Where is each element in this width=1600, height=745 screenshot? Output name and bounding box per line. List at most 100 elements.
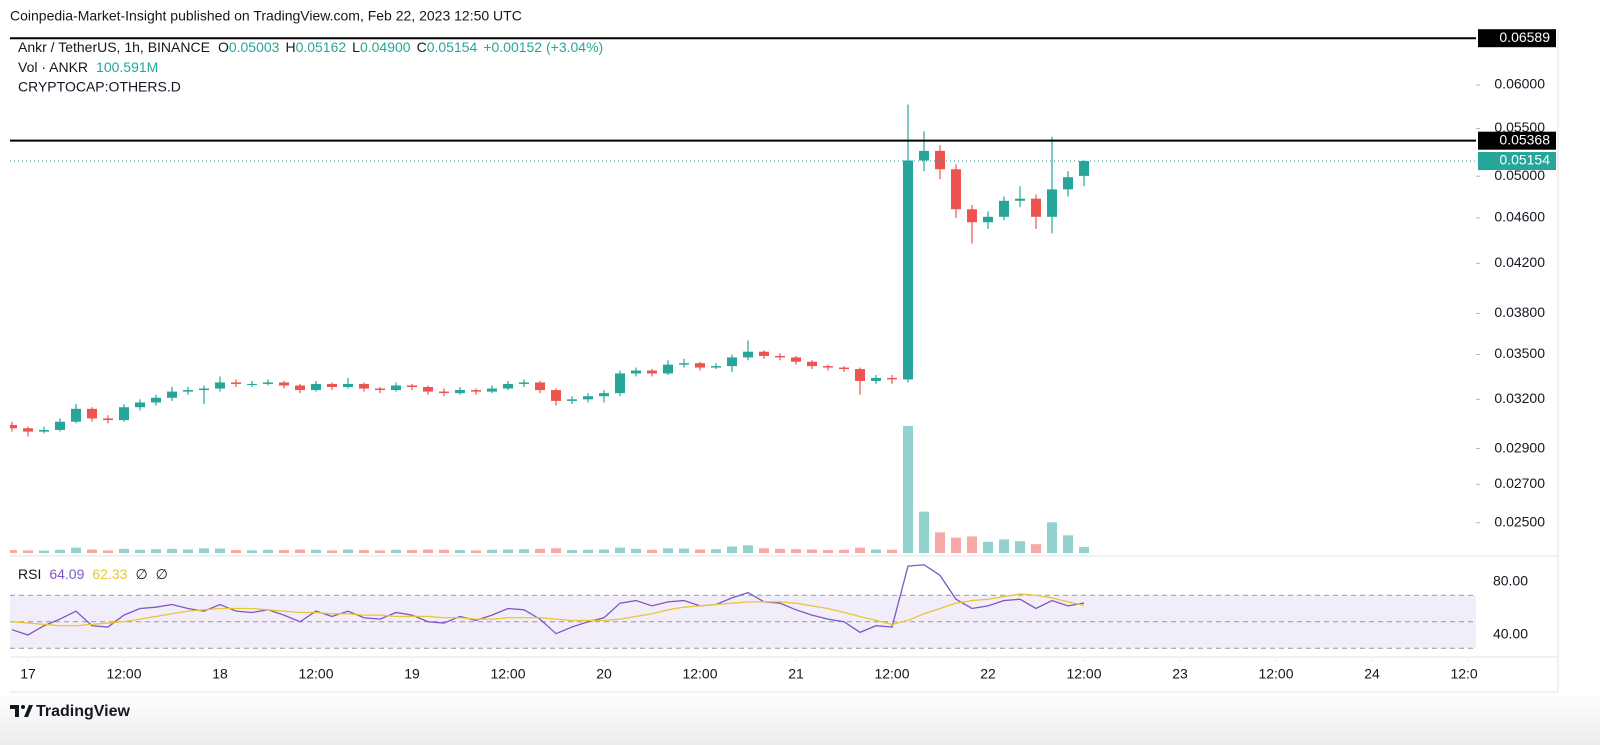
candle-body (311, 383, 321, 391)
legend-line: Vol · ANKR 100.591M (18, 59, 158, 75)
candle-body (1063, 177, 1073, 190)
volume-bar (1015, 541, 1025, 553)
candle-body (583, 396, 593, 400)
overlay-symbol: CRYPTOCAP:OTHERS.D (18, 79, 181, 95)
volume-bar (247, 550, 257, 553)
candle-body (647, 370, 657, 374)
x-tick-label: 23 (1172, 666, 1188, 682)
volume-bar (1063, 535, 1073, 553)
volume-bar (519, 549, 529, 553)
volume-bar (71, 547, 81, 553)
rsi-value: 64.09 (49, 566, 84, 582)
volume-bar (647, 549, 657, 553)
price-label-box (1478, 131, 1556, 150)
volume-bar (727, 546, 737, 553)
candle-body (535, 382, 545, 391)
candle-body (551, 390, 561, 401)
x-tick-label: 12:00 (490, 666, 525, 682)
y-tick-label: 0.03200 (1494, 390, 1545, 406)
change: +0.00152 (+3.04%) (483, 39, 603, 55)
candle-body (823, 366, 833, 368)
volume-bar (599, 549, 609, 553)
y-tick-label: 0.02700 (1494, 475, 1545, 491)
ohlc-key: O (218, 39, 229, 55)
volume-bar (359, 550, 369, 553)
volume-bar (775, 548, 785, 553)
candle-body (23, 428, 33, 432)
candle-body (135, 402, 145, 408)
volume-bar (199, 548, 209, 553)
rsi-legend: RSI 64.09 62.33 ∅ ∅ (18, 566, 168, 582)
y-tick-label: 0.05500 (1494, 119, 1545, 135)
x-tick-label: 12:00 (1258, 666, 1293, 682)
volume-bar (983, 541, 993, 553)
volume-bar (951, 537, 961, 553)
candle-body (903, 160, 913, 380)
y-tick-label: 0.04600 (1494, 209, 1545, 225)
volume-bar (887, 549, 897, 553)
rsi-extra: ∅ (156, 566, 168, 582)
tv-logo (10, 705, 33, 717)
candle-body (455, 390, 465, 394)
volume-bar (999, 539, 1009, 553)
candle-body (55, 421, 65, 430)
volume-bar (343, 549, 353, 553)
candle-body (1031, 198, 1041, 217)
x-tick-label: 20 (596, 666, 612, 682)
x-tick-label: 12:00 (1450, 666, 1485, 682)
volume-bar (935, 532, 945, 553)
volume-bar (1031, 544, 1041, 553)
candle-body (263, 382, 273, 384)
last-price-box (1478, 152, 1556, 171)
volume-bar (135, 549, 145, 553)
rsi-extra: ∅ (135, 566, 147, 582)
volume-bar (711, 549, 721, 553)
candle-body (295, 385, 305, 391)
volume-bar (407, 550, 417, 553)
volume-bar (55, 549, 65, 553)
candle-body (247, 383, 257, 385)
volume-bar (103, 550, 113, 553)
candle-body (423, 386, 433, 392)
candle-body (1079, 161, 1089, 176)
last-price-label: 0.05154 (1499, 152, 1550, 168)
ohlc-value: 0.05162 (296, 39, 347, 55)
candle-body (407, 385, 417, 387)
volume-bar (695, 549, 705, 553)
ohlc-value: 0.05003 (229, 39, 280, 55)
volume-bar (311, 549, 321, 553)
volume-bar (423, 549, 433, 553)
volume-bar (807, 549, 817, 553)
candle-body (791, 357, 801, 362)
candle-body (167, 391, 177, 398)
volume-bar (919, 511, 929, 553)
volume-bar (375, 550, 385, 553)
rsi-line (11, 564, 1085, 636)
rsi-tick-label: 40.00 (1493, 626, 1528, 642)
price-label-box (1478, 29, 1556, 48)
candle-body (199, 388, 209, 391)
ohlc-value: 0.05154 (427, 39, 478, 55)
volume-bar (967, 536, 977, 553)
volume-bar (10, 550, 17, 553)
attribution: Coinpedia-Market-Insight published on Tr… (10, 8, 522, 24)
volume-bar (631, 548, 641, 553)
volume-bar (471, 550, 481, 553)
symbol: Ankr / TetherUS, 1h, BINANCE (18, 39, 210, 55)
price-label: 0.05368 (1499, 131, 1550, 147)
candle-body (807, 361, 817, 367)
volume-bar (279, 550, 289, 553)
price-label: 0.06589 (1499, 29, 1550, 45)
volume-bar (663, 548, 673, 553)
volume-bar (39, 550, 49, 553)
ohlc-key: H (285, 39, 295, 55)
candle-body (503, 383, 513, 389)
candle-body (519, 382, 529, 384)
volume-bar (759, 548, 769, 553)
candle-body (231, 382, 241, 384)
candle-body (359, 383, 369, 389)
volume-bar (823, 550, 833, 553)
time-axis: 17 12:00 18 12:00 19 12:00 20 12:00 21 12:00 22 12:… (20, 660, 1485, 682)
